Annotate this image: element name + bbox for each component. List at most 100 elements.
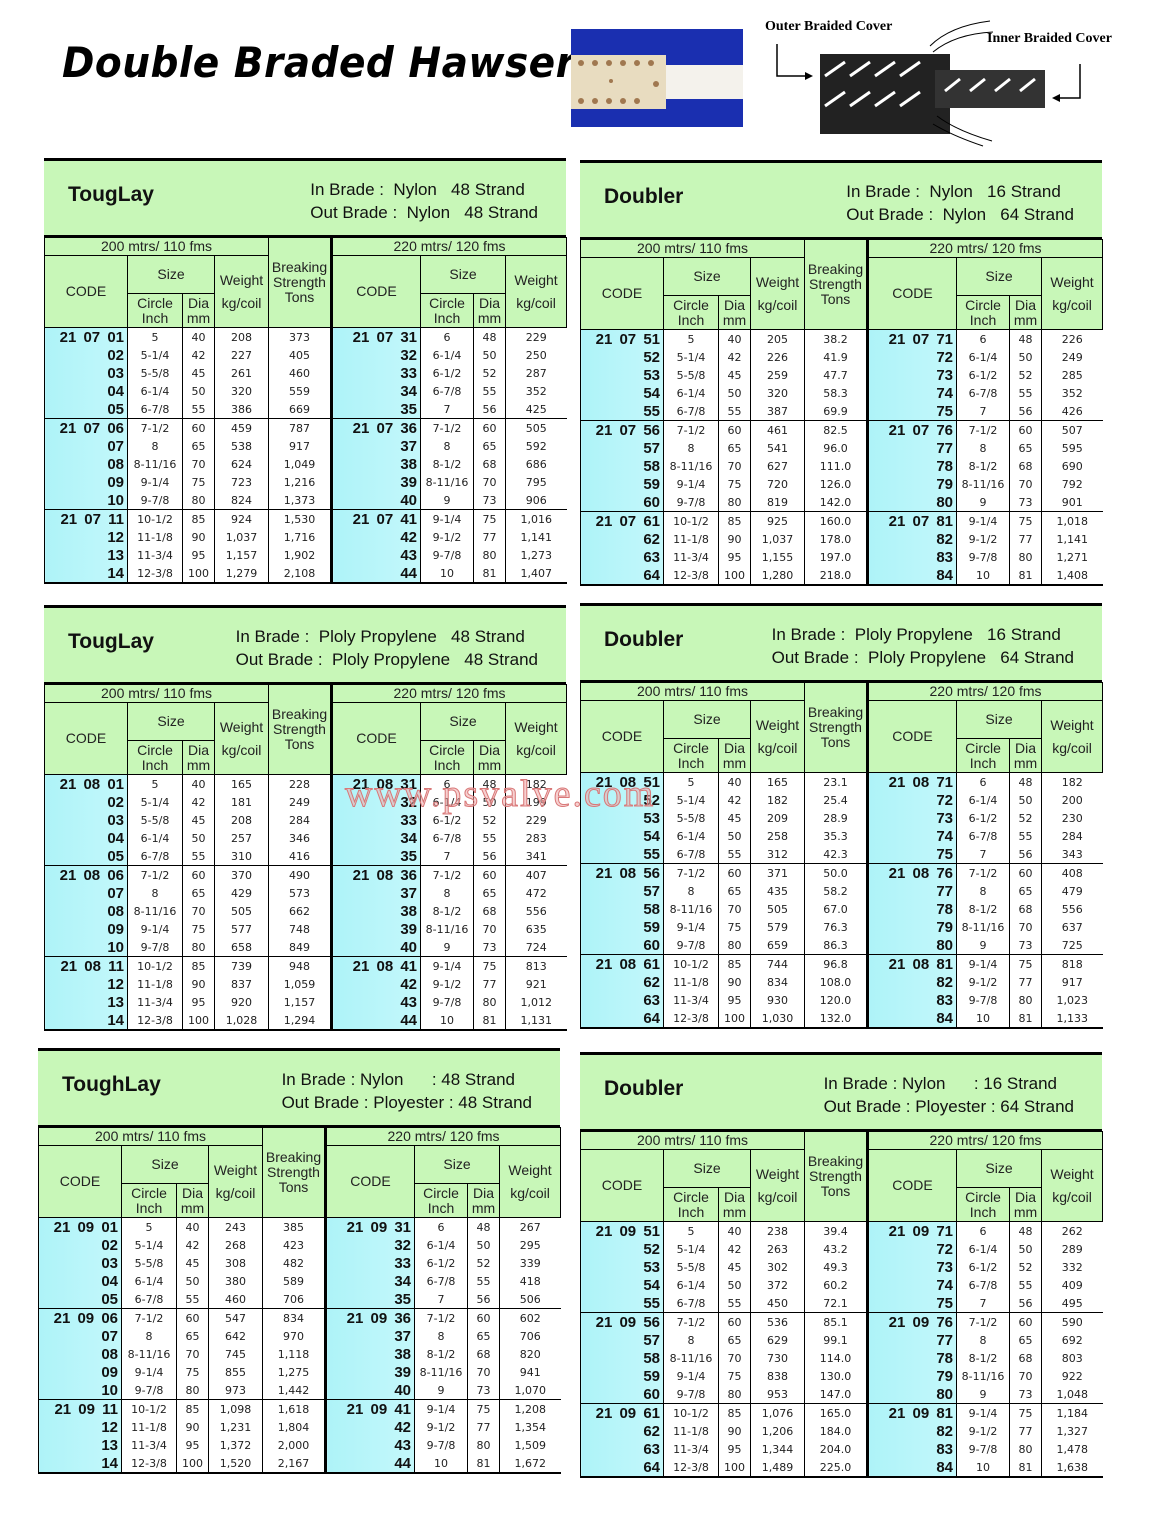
dia-cell: 100	[176, 1454, 209, 1474]
code-header: CODE	[866, 700, 958, 773]
circle-cell: 9	[420, 938, 474, 957]
dia-cell: 40	[718, 772, 751, 791]
weight-cell: 371	[749, 863, 805, 882]
code-cell: 43	[330, 546, 421, 564]
circle-cell: 12-3/8	[127, 1011, 183, 1031]
breaking-strength-cell: 42.3	[804, 845, 868, 864]
code-cell: 21 07 51	[580, 329, 664, 348]
breaking-strength-cell: 96.8	[804, 954, 868, 973]
spec-table: 200 mtrs/ 110 fms Breaking Strength Tons 2…	[579, 682, 1104, 1029]
weight-cell: 268	[207, 1236, 263, 1254]
circle-cell: 7-1/2	[127, 865, 183, 884]
weight-cell: 624	[213, 455, 269, 473]
breaking-strength-label: Breaking Strength Tons	[271, 259, 328, 305]
table-row: 04 6-1/4 50 257 346 34 6-7/8 55 283	[44, 829, 567, 847]
dia-cell: 60	[182, 418, 215, 437]
circle-cell: 9-1/2	[420, 528, 474, 546]
dia-cell: 56	[1009, 845, 1042, 864]
brade-spec: In Brade : Nylon : 48 Strand Out Brade : …	[282, 1068, 532, 1114]
weight-cell: 824	[213, 491, 269, 510]
dia-cell: 68	[1009, 900, 1042, 918]
code-cell: 84	[866, 566, 957, 586]
weight-cell: 181	[213, 793, 269, 811]
dia-mm-header: Dia mm	[473, 293, 507, 328]
circle-cell: 8	[420, 884, 474, 902]
table-row: 21 08 51 5 40 165 23.1 21 08 71 6 48 182	[580, 772, 1103, 791]
code-cell: 21 08 56	[580, 863, 664, 882]
table-row: 14 12-3/8 100 1,520 2,167 44 10 81 1,672	[38, 1454, 561, 1474]
table-row: 52 5-1/4 42 182 25.4 72 6-1/4 50 200	[580, 791, 1103, 809]
circle-cell: 7-1/2	[663, 420, 719, 439]
weight-cell: 730	[749, 1349, 805, 1367]
weight-cell: 283	[505, 829, 567, 847]
panel-header: TougLay In Brade : Ploly Propylene 48 Str…	[44, 608, 566, 684]
dia-cell: 48	[473, 774, 506, 793]
code-cell: 78	[866, 900, 957, 918]
breaking-strength-cell: 130.0	[804, 1367, 868, 1385]
dia-cell: 60	[718, 420, 751, 439]
dia-cell: 81	[473, 1011, 506, 1031]
breaking-strength-cell: 184.0	[804, 1422, 868, 1440]
code-cell: 38	[324, 1345, 415, 1363]
code-cell: 34	[330, 382, 421, 400]
panel-header: Doubler In Brade : Nylon : 16 Strand Out B…	[580, 1055, 1102, 1131]
weight-cell: 720	[749, 475, 805, 493]
dia-cell: 85	[182, 956, 215, 975]
code-cell: 21 07 36	[330, 418, 421, 437]
panel-title: Doubler	[604, 185, 684, 208]
breaking-strength-cell: 69.9	[804, 402, 868, 421]
circle-cell: 8-1/2	[956, 457, 1010, 475]
dia-cell: 50	[473, 346, 506, 364]
dia-cell: 80	[176, 1381, 209, 1400]
weight-cell: 953	[749, 1385, 805, 1404]
circle-inch-header: Circle Inch	[127, 293, 183, 328]
code-header: CODE	[580, 257, 664, 330]
circle-cell: 9-1/2	[956, 530, 1010, 548]
circle-cell: 8	[663, 439, 719, 457]
code-cell: 75	[866, 402, 957, 421]
weight-unit: kg/coil	[757, 1188, 798, 1205]
weight-cell: 690	[1041, 457, 1103, 475]
circle-cell: 10-1/2	[121, 1399, 177, 1418]
code-cell: 21 08 51	[580, 772, 664, 791]
code-cell: 13	[44, 993, 128, 1011]
circle-cell: 9-7/8	[663, 936, 719, 955]
code-cell: 21 07 76	[866, 420, 957, 439]
weight-header: Weight kg/coil	[749, 257, 806, 330]
circle-cell: 5-1/4	[663, 791, 719, 809]
weight-cell: 262	[1041, 1221, 1103, 1240]
weight-cell: 472	[505, 884, 567, 902]
dia-cell: 80	[182, 938, 215, 957]
dia-cell: 73	[1009, 493, 1042, 512]
code-cell: 02	[38, 1236, 122, 1254]
code-cell: 34	[324, 1272, 415, 1290]
circle-cell: 11-3/4	[127, 993, 183, 1011]
spec-table-panel: Doubler In Brade : Nylon 16 Strand Out Bra…	[579, 160, 1104, 586]
panel-title: Doubler	[604, 628, 684, 651]
size-header: Size	[121, 1145, 209, 1184]
weight-label: Weight	[755, 716, 800, 733]
weight-cell: 182	[1041, 772, 1103, 791]
breaking-strength-cell: 43.2	[804, 1240, 868, 1258]
weight-cell: 629	[749, 1331, 805, 1349]
dia-cell: 55	[467, 1272, 500, 1290]
code-cell: 43	[330, 993, 421, 1011]
spec-table: 200 mtrs/ 110 fms Breaking Strength Tons 2…	[43, 684, 568, 1031]
circle-cell: 11-1/8	[663, 530, 719, 548]
circle-cell: 6-1/4	[127, 382, 183, 400]
dia-cell: 55	[718, 845, 751, 864]
in-brade: In Brade : Nylon : 16 Strand	[823, 1074, 1057, 1093]
dia-cell: 60	[473, 418, 506, 437]
code-cell: 21 08 31	[330, 774, 421, 793]
weight-cell: 659	[749, 936, 805, 955]
table-row: 07 8 65 538 917 37 8 65 592	[44, 437, 567, 455]
code-cell: 60	[580, 493, 664, 512]
breaking-strength-cell: 132.0	[804, 1009, 868, 1029]
size-header: Size	[414, 1145, 501, 1184]
code-cell: 08	[44, 455, 128, 473]
code-cell: 40	[324, 1381, 415, 1400]
table-row: 58 8-11/16 70 505 67.0 78 8-1/2 68 556	[580, 900, 1103, 918]
dia-cell: 55	[1009, 1276, 1042, 1294]
circle-cell: 7-1/2	[121, 1308, 177, 1327]
dia-cell: 70	[182, 455, 215, 473]
